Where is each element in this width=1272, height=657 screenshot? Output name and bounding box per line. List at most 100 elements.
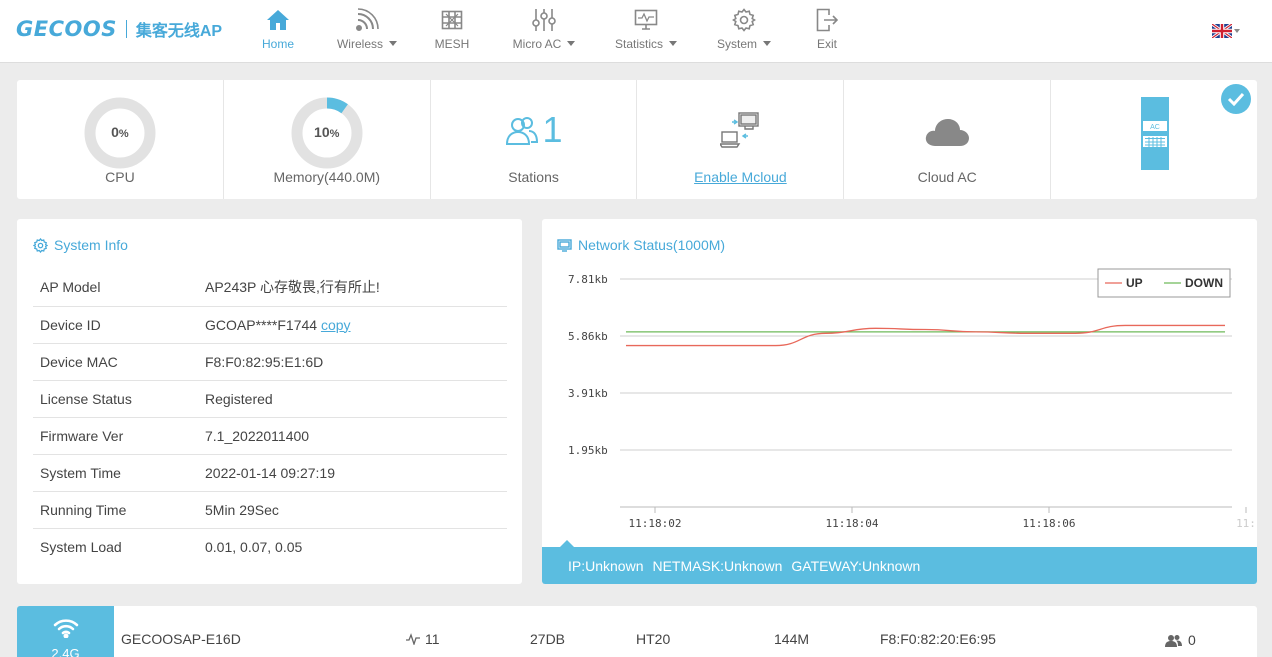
- enable-mcloud-link[interactable]: Enable Mcloud: [694, 169, 787, 185]
- memory-label: Memory(440.0M): [273, 169, 381, 185]
- info-key: System Time: [33, 454, 205, 492]
- legend-label-up: UP: [1126, 276, 1143, 290]
- stations-card[interactable]: 1 Stations: [431, 80, 638, 199]
- copy-link[interactable]: copy: [320, 316, 351, 333]
- users-icon: [1165, 634, 1182, 647]
- cpu-value: 0%: [111, 124, 129, 140]
- radio-clients: 0: [1165, 632, 1196, 648]
- gear-icon: [33, 237, 48, 253]
- chevron-down-icon: [669, 41, 677, 46]
- nav-wireless[interactable]: Wireless: [331, 0, 403, 63]
- system-info-title: System Info: [33, 237, 128, 253]
- network-address-bar: IP:Unknown NETMASK:Unknown GATEWAY:Unkno…: [542, 540, 1257, 584]
- monitor-icon: [557, 238, 572, 252]
- nav-exit-label: Exit: [816, 37, 837, 51]
- info-key: License Status: [33, 380, 205, 418]
- stations-label: Stations: [508, 169, 559, 185]
- nav-home[interactable]: Home: [255, 0, 301, 63]
- x-tick-label: 11:: [1236, 517, 1256, 530]
- table-row: AP Model AP243P 心存敬畏,行有所止!: [33, 269, 507, 307]
- radio-mode: HT20: [636, 631, 671, 647]
- wifi-icon: [355, 7, 379, 33]
- memory-value: 10%: [314, 124, 340, 140]
- radio-band-badge: 2.4G: [17, 606, 114, 657]
- radio-row[interactable]: 2.4G GECOOSAP-E16D 11 27DB HT20 144M F8:…: [17, 606, 1257, 657]
- info-value: 7.1_2022011400: [205, 417, 507, 455]
- memory-donut: [291, 97, 363, 169]
- x-tick-label: 11:18:02: [629, 517, 682, 530]
- radio-ssid: GECOOSAP-E16D: [121, 631, 241, 647]
- cpu-card: 0% CPU: [17, 80, 224, 199]
- table-row: Device MAC F8:F0:82:95:E1:6D: [33, 343, 507, 381]
- users-icon: [505, 117, 538, 145]
- exit-icon: [816, 7, 838, 33]
- uk-flag-icon[interactable]: [1212, 24, 1232, 38]
- home-icon: [266, 7, 290, 33]
- nav-micro-ac-label: Micro AC: [512, 37, 562, 51]
- ip-text: IP:Unknown: [568, 557, 644, 574]
- table-row: Device ID GCOAP****F1744 copy: [33, 306, 507, 344]
- cloud-ac-label: Cloud AC: [917, 169, 977, 185]
- radio-channel: 11: [406, 631, 440, 647]
- info-value: 5Min 29Sec: [205, 491, 507, 529]
- cpu-donut: [84, 97, 156, 169]
- info-value: GCOAP****F1744 copy: [205, 306, 507, 344]
- nav-exit[interactable]: Exit: [810, 0, 844, 63]
- nav-micro-ac[interactable]: Micro AC: [508, 0, 580, 63]
- gear-icon: [732, 7, 756, 33]
- nav-statistics[interactable]: Statistics: [610, 0, 682, 63]
- brand-logo: GECOOS 集客无线AP: [16, 17, 222, 41]
- info-value: AP243P 心存敬畏,行有所止!: [205, 269, 507, 307]
- info-key: AP Model: [33, 269, 205, 307]
- network-chart: 7.81kb 5.86kb 3.91kb 1.95kb 11:18:02 11:18:04…: [568, 268, 1256, 530]
- chevron-down-icon: [389, 41, 397, 46]
- y-tick-label: 3.91kb: [568, 387, 608, 400]
- info-value: 2022-01-14 09:27:19: [205, 454, 507, 492]
- ac-badge-text: AC: [1150, 124, 1160, 131]
- table-row: Running Time 5Min 29Sec: [33, 491, 507, 529]
- radio-signal: 27DB: [530, 631, 566, 647]
- memory-card: 10% Memory(440.0M): [224, 80, 431, 199]
- radio-rate: 144M: [774, 631, 810, 647]
- nav-system-label: System: [716, 37, 757, 51]
- network-status-panel: Network Status(1000M) 7.81kb 5.86kb 3.91kb…: [542, 219, 1257, 584]
- info-value: 0.01, 0.07, 0.05: [205, 538, 303, 555]
- nav-wireless-label: Wireless: [336, 37, 383, 51]
- table-row: Firmware Ver 7.1_2022011400: [33, 417, 507, 455]
- info-key: Firmware Ver: [33, 417, 205, 455]
- ac-device-icon: AC: [1141, 97, 1170, 170]
- logo-divider: [125, 20, 127, 38]
- radio-band: 2.4G: [51, 646, 80, 657]
- legend-label-down: DOWN: [1185, 276, 1223, 290]
- system-info-panel: System Info AP Model AP243P 心存敬畏,行有所止! De…: [17, 219, 522, 584]
- table-row: License Status Registered: [33, 380, 507, 418]
- nav-mesh[interactable]: MESH: [430, 0, 474, 63]
- language-chevron-down-icon[interactable]: [1234, 29, 1240, 33]
- computers-network-icon: [720, 112, 760, 148]
- network-status-title: Network Status(1000M): [557, 237, 725, 253]
- gateway-text: GATEWAY:Unknown: [791, 557, 921, 574]
- check-circle-icon: [1220, 84, 1251, 114]
- nav-home-label: Home: [261, 37, 294, 51]
- sliders-icon: [531, 7, 557, 33]
- nav-system[interactable]: System: [712, 0, 776, 63]
- info-key: System Load: [40, 538, 122, 555]
- wifi-icon: [53, 619, 79, 638]
- table-row: System Time 2022-01-14 09:27:19: [33, 454, 507, 492]
- top-navigation-bar: GECOOS 集客无线AP Home Wireless MESH Micro A…: [0, 0, 1272, 63]
- status-overview: 0% CPU 10% Memory(440.0M) 1 Stations Ena…: [17, 80, 1257, 199]
- table-row: System Load 0.01, 0.07, 0.05: [33, 528, 507, 565]
- y-tick-label: 5.86kb: [568, 330, 608, 343]
- nav-mesh-label: MESH: [434, 37, 470, 51]
- logo-text: GECOOS: [16, 17, 117, 41]
- logo-subtitle: 集客无线AP: [135, 23, 223, 40]
- info-value: F8:F0:82:95:E1:6D: [205, 343, 507, 381]
- monitor-chart-icon: [634, 7, 658, 33]
- mcloud-card: Enable Mcloud: [637, 80, 845, 199]
- x-tick-label: 11:18:06: [1023, 517, 1076, 530]
- x-tick-label: 11:18:04: [826, 517, 879, 530]
- chevron-down-icon: [763, 41, 771, 46]
- info-key: Running Time: [33, 491, 205, 529]
- ac-device-card: AC: [1051, 80, 1257, 199]
- y-tick-label: 1.95kb: [568, 444, 608, 457]
